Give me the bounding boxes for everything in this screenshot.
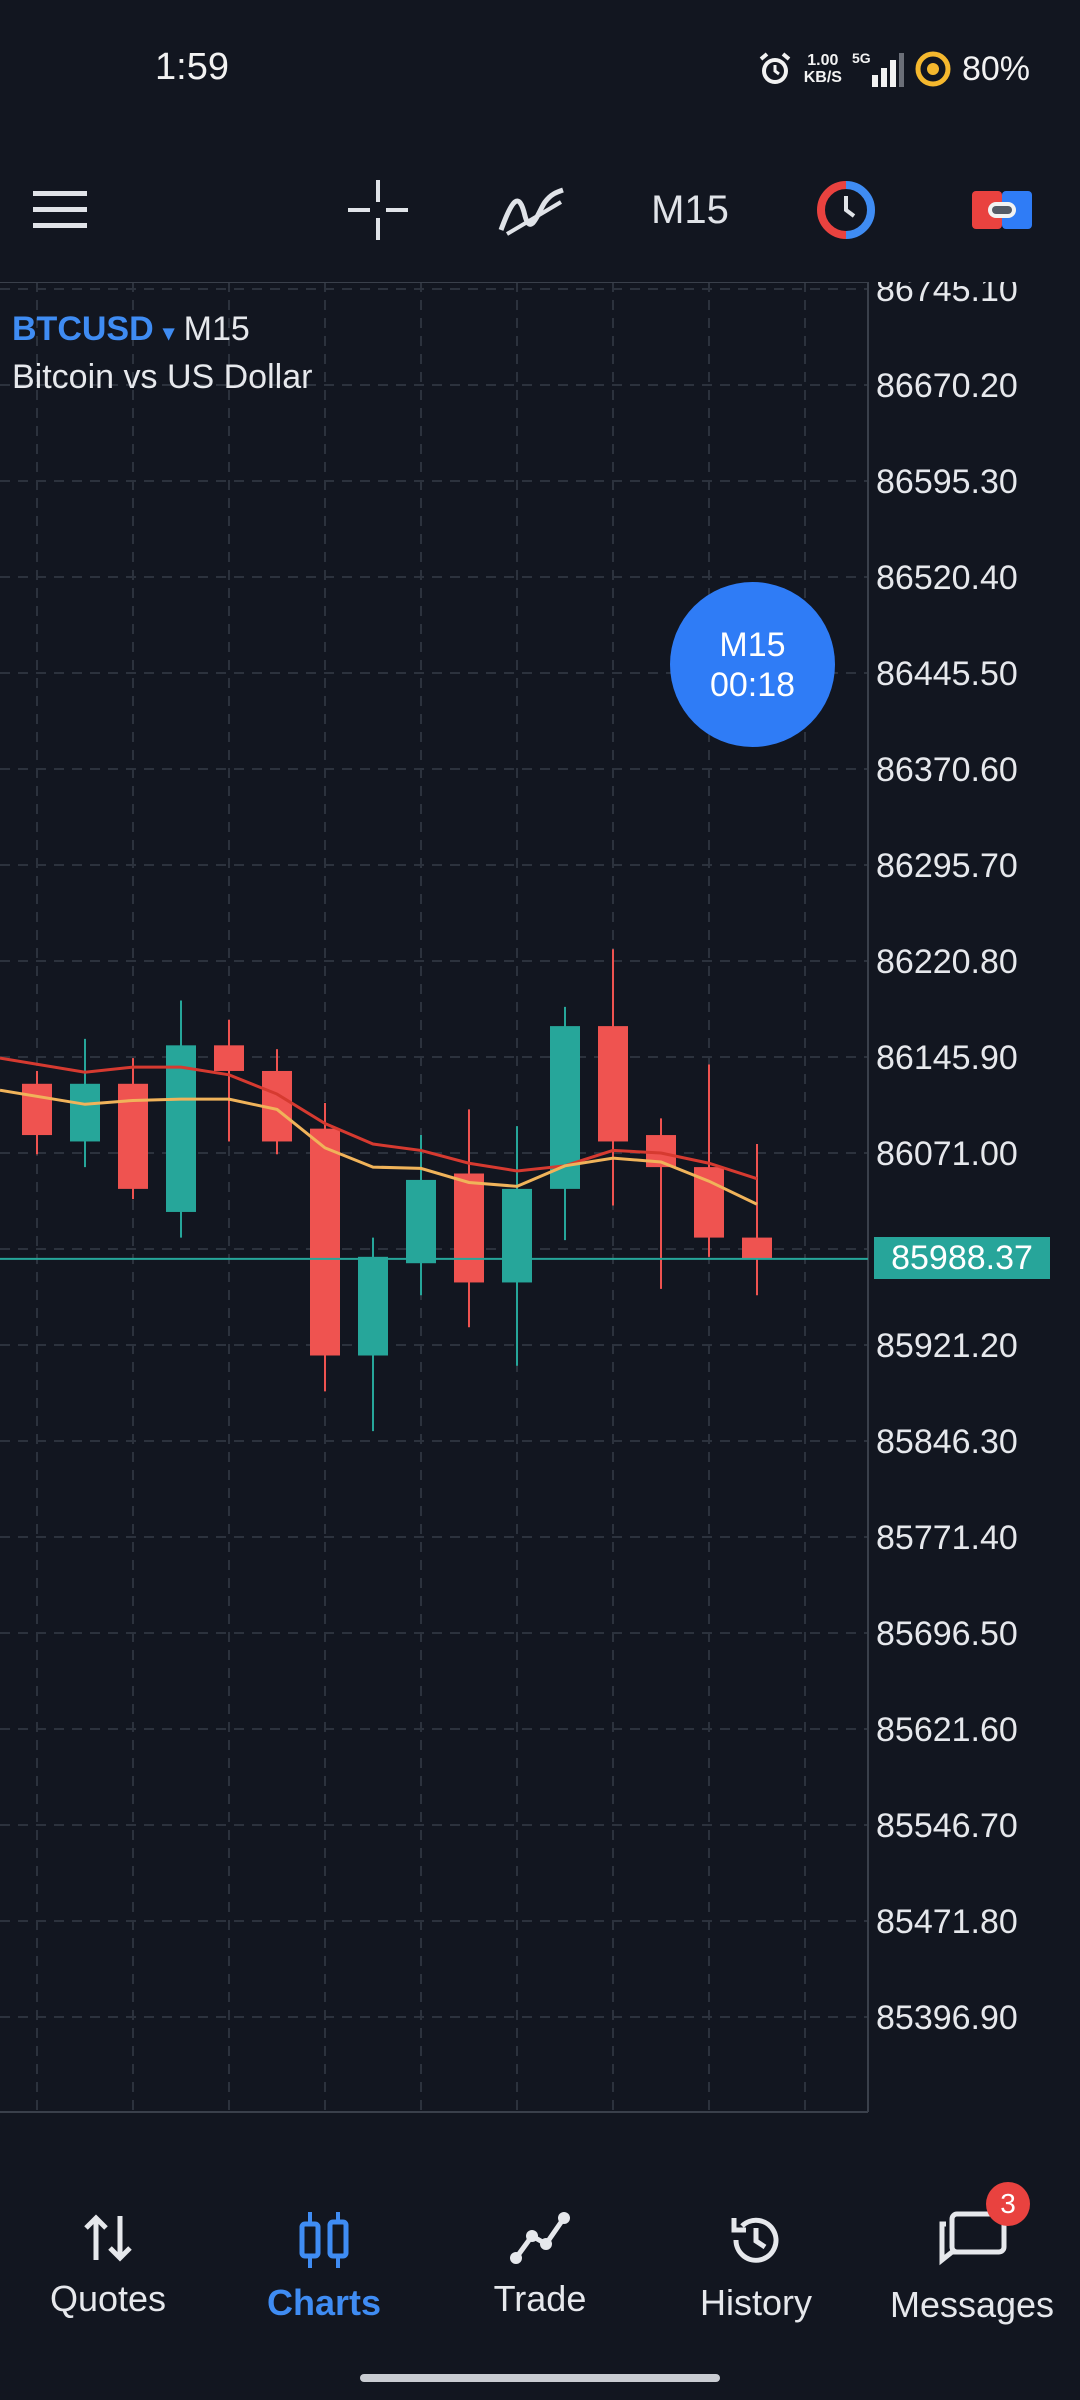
price-chart[interactable]: 86745.10 86670.20 86595.30 86520.40 86445.50… <box>0 282 1080 2120</box>
nav-quotes[interactable]: Quotes <box>0 2160 216 2350</box>
battery-level: 80% <box>961 49 1030 88</box>
nav-label-quotes: Quotes <box>49 2278 167 2319</box>
symbol-name[interactable]: BTCUSD <box>12 310 154 348</box>
status-icons: 1.00 KB/S 5G 80% <box>756 44 1030 94</box>
candle-body <box>406 1179 436 1264</box>
candle-body <box>22 1083 52 1136</box>
symbol-description: Bitcoin vs US Dollar <box>12 358 313 396</box>
y-tick-label: 86071.00 <box>876 1135 1018 1173</box>
chart-timeframe: M15 <box>183 310 250 348</box>
crosshair-icon[interactable] <box>338 170 418 250</box>
candle-body <box>214 1045 244 1071</box>
status-bar: 1:59 1.00 KB/S 5G 80% <box>0 0 1080 140</box>
candle-countdown-bubble[interactable]: M15 00:18 <box>670 582 835 747</box>
swap-arrows-icon <box>84 2214 132 2262</box>
nav-label-messages: Messages <box>889 2284 1055 2325</box>
trend-line-icon <box>510 2212 570 2264</box>
y-tick-label: 86220.80 <box>876 943 1018 981</box>
candle-body <box>598 1026 628 1142</box>
network-speed: 1.00 KB/S <box>804 52 842 86</box>
one-click-trading-icon[interactable] <box>962 170 1042 250</box>
y-tick-label: 86295.70 <box>876 847 1018 885</box>
moving-average-slow <box>0 1056 758 1181</box>
candle-body <box>70 1083 100 1142</box>
timeframe-button[interactable]: M15 <box>651 187 729 232</box>
candlestick-chart[interactable]: 86745.10 86670.20 86595.30 86520.40 86445.50… <box>0 282 1080 2120</box>
y-tick-label: 86670.20 <box>876 367 1018 405</box>
candle-body <box>502 1188 532 1283</box>
signal-icon: 5G <box>852 50 904 87</box>
countdown-clock-icon[interactable] <box>806 170 886 250</box>
chart-toolbar: M15 <box>0 140 1080 280</box>
y-tick-label: 86145.90 <box>876 1039 1018 1077</box>
y-tick-label: 85696.50 <box>876 1615 1018 1653</box>
nav-history[interactable]: History <box>648 2160 864 2350</box>
indicators-icon[interactable] <box>492 170 572 250</box>
y-tick-label: 85846.30 <box>876 1423 1018 1461</box>
y-tick-label: 86370.60 <box>876 751 1018 789</box>
status-time: 1:59 <box>155 46 229 88</box>
bottom-navigation: Quotes Charts Trade History 3 <box>0 2160 1080 2350</box>
svg-text:5G: 5G <box>852 50 871 66</box>
y-tick-label: 85546.70 <box>876 1807 1018 1845</box>
nav-label-history: History <box>699 2282 812 2323</box>
y-tick-label: 85471.80 <box>876 1903 1018 1941</box>
chat-bubbles-icon <box>939 2211 1007 2266</box>
messages-badge: 3 <box>986 2182 1030 2226</box>
nav-charts[interactable]: Charts <box>216 2160 432 2350</box>
bubble-countdown: 00:18 <box>709 665 796 704</box>
y-tick-label: 86520.40 <box>876 559 1018 597</box>
y-tick-label: 85621.60 <box>876 1711 1018 1749</box>
bubble-timeframe: M15 <box>719 625 786 664</box>
current-price-tag: 85988.37 <box>874 1237 1050 1279</box>
alarm-icon <box>759 52 790 84</box>
candles-icon <box>299 2212 349 2268</box>
nav-trade[interactable]: Trade <box>432 2160 648 2350</box>
net-speed-unit: KB/S <box>803 69 842 86</box>
home-indicator[interactable] <box>360 2374 720 2382</box>
net-speed-value: 1.00 <box>807 52 839 69</box>
y-tick-label: 86445.50 <box>876 655 1018 693</box>
nav-label-trade: Trade <box>493 2278 587 2319</box>
nav-label-charts: Charts <box>266 2282 382 2323</box>
chart-symbol-info: BTCUSD ▾ M15 Bitcoin vs US Dollar <box>12 307 312 399</box>
y-tick-label: 85771.40 <box>876 1519 1018 1557</box>
symbol-dropdown-icon[interactable]: ▾ <box>163 320 175 345</box>
y-tick-label: 86595.30 <box>876 463 1018 501</box>
y-tick-label: 85396.90 <box>876 1999 1018 2037</box>
candle-body <box>310 1128 340 1356</box>
candle-body <box>742 1237 772 1260</box>
hamburger-menu-icon[interactable] <box>20 170 100 250</box>
candle-body <box>358 1256 388 1356</box>
candle-body <box>694 1167 724 1238</box>
nav-messages[interactable]: 3 Messages <box>864 2160 1080 2350</box>
candle-body <box>166 1045 196 1212</box>
history-clock-icon <box>731 2217 779 2263</box>
moving-average-fast <box>0 1088 758 1206</box>
symbol-line: BTCUSD ▾ M15 <box>12 307 312 355</box>
y-tick-label: 86745.10 <box>876 282 1018 309</box>
battery-saver-icon <box>915 51 951 87</box>
candle-body <box>454 1173 484 1283</box>
y-tick-label: 85921.20 <box>876 1327 1018 1365</box>
